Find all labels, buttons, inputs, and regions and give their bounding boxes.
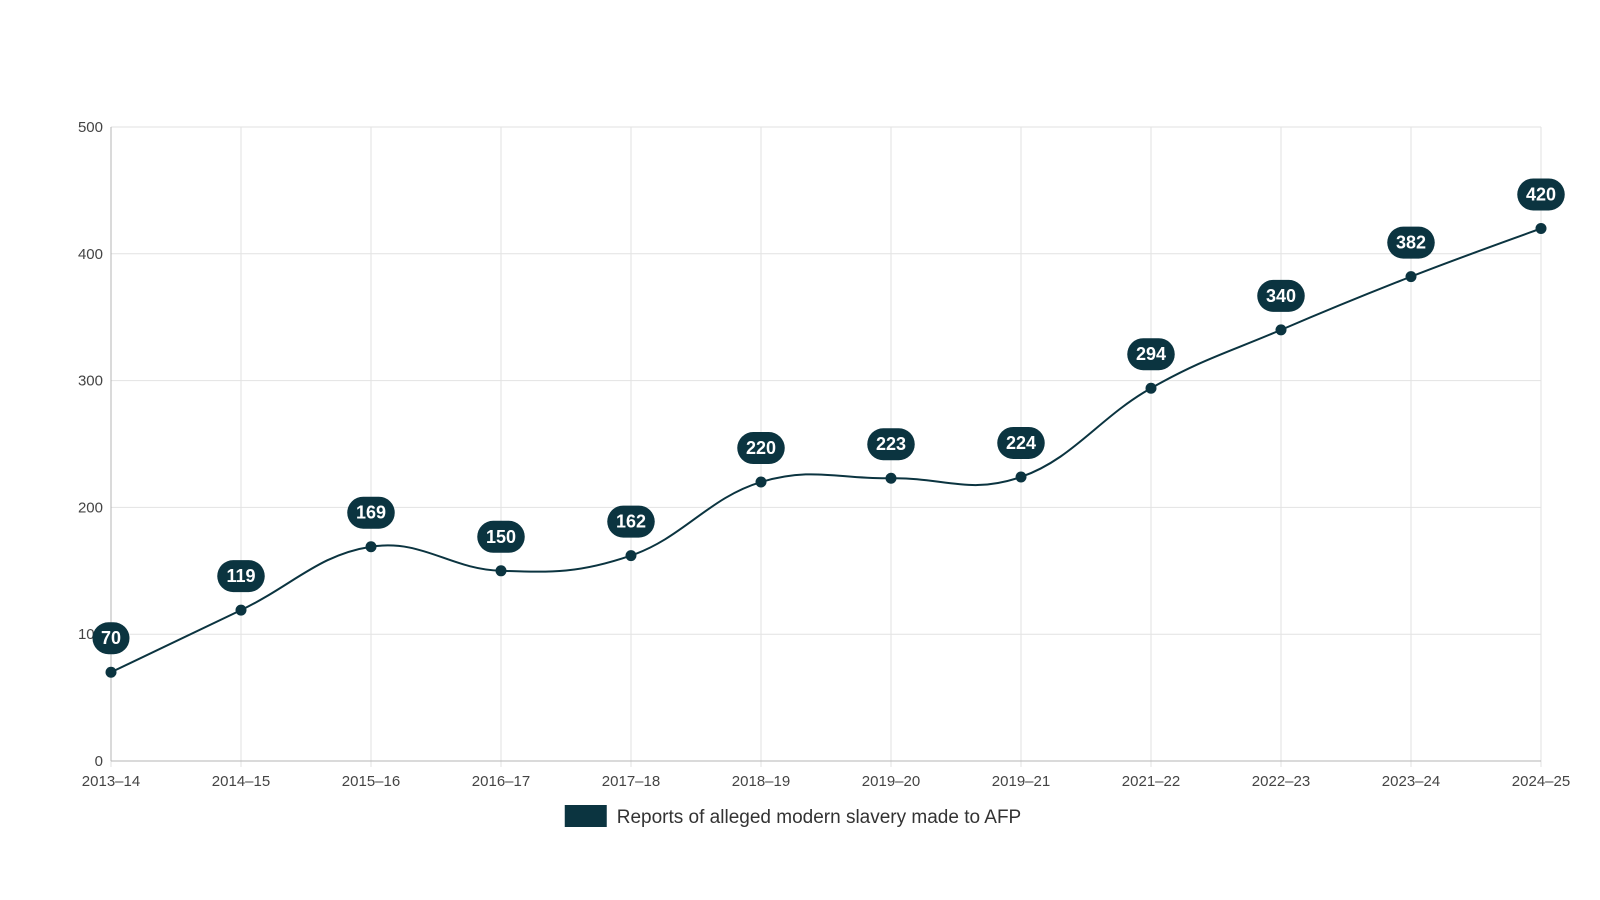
data-label-text: 382 — [1396, 233, 1426, 253]
x-tick-label: 2024–25 — [1512, 773, 1570, 790]
data-point[interactable] — [105, 666, 117, 678]
data-point[interactable] — [1275, 324, 1287, 336]
data-label-badge — [1257, 279, 1305, 312]
data-label-badge — [867, 428, 915, 461]
x-tick-label: 2018–19 — [732, 773, 790, 790]
data-label-text: 420 — [1526, 184, 1556, 204]
y-tick-label: 500 — [78, 119, 103, 136]
x-tick-label: 2016–17 — [472, 773, 530, 790]
x-tick-label: 2019–20 — [862, 773, 920, 790]
x-tick-label: 2019–21 — [992, 773, 1050, 790]
legend-item[interactable]: Reports of alleged modern slavery made t… — [564, 805, 1021, 828]
legend[interactable]: Reports of alleged modern slavery made t… — [564, 805, 1021, 828]
legend-label: Reports of alleged modern slavery made t… — [617, 807, 1021, 828]
y-tick-label: 0 — [95, 753, 103, 770]
data-label-badge — [997, 426, 1045, 459]
data-point[interactable] — [885, 472, 897, 484]
data-label: 162 — [607, 505, 655, 538]
data-label: 224 — [997, 426, 1045, 459]
y-tick-label: 300 — [78, 373, 103, 390]
x-tick-label: 2014–15 — [212, 773, 270, 790]
x-tick-label: 2013–14 — [82, 773, 140, 790]
data-points — [105, 222, 1547, 678]
series-lines — [110, 227, 1542, 674]
data-label: 340 — [1257, 279, 1305, 312]
data-label-text: 150 — [486, 527, 516, 547]
data-label-text: 340 — [1266, 286, 1296, 306]
x-tick-label: 2017–18 — [602, 773, 660, 790]
y-tick-label: 200 — [78, 499, 103, 516]
data-label: 70 — [92, 622, 130, 655]
grid-lines — [110, 126, 1542, 767]
data-label-text: 162 — [616, 512, 646, 532]
data-label-text: 70 — [101, 628, 121, 648]
data-label: 294 — [1127, 338, 1175, 371]
data-label: 220 — [737, 432, 785, 465]
y-tick-label: 400 — [78, 246, 103, 263]
data-label-badge — [347, 496, 395, 529]
data-point[interactable] — [235, 604, 247, 616]
data-label: 420 — [1517, 178, 1565, 211]
x-tick-label: 2021–22 — [1122, 773, 1180, 790]
data-point[interactable] — [365, 541, 377, 553]
data-label-badge — [607, 505, 655, 538]
data-label-text: 169 — [356, 503, 386, 523]
data-label-text: 294 — [1136, 344, 1166, 364]
data-label-badge — [217, 560, 265, 593]
x-tick-label: 2022–23 — [1252, 773, 1310, 790]
data-label-badge — [1127, 338, 1175, 371]
data-point[interactable] — [1015, 471, 1027, 483]
data-labels: 70 119 169 150 162 220 223 224 294 340 382 420 — [92, 178, 1565, 655]
data-point[interactable] — [1145, 382, 1157, 394]
data-label: 169 — [347, 496, 395, 529]
x-tick-label: 2023–24 — [1382, 773, 1440, 790]
data-label-badge — [1517, 178, 1565, 211]
data-label-badge — [737, 432, 785, 465]
data-label: 119 — [217, 560, 265, 593]
data-point[interactable] — [755, 476, 767, 488]
data-point[interactable] — [1535, 222, 1547, 234]
data-label-text: 223 — [876, 434, 906, 454]
data-point[interactable] — [1405, 271, 1417, 283]
data-label-badge — [1387, 226, 1435, 259]
x-tick-label: 2015–16 — [342, 773, 400, 790]
data-label-text: 220 — [746, 438, 776, 458]
data-point[interactable] — [625, 550, 637, 562]
data-label-badge — [92, 622, 130, 655]
data-label-text: 119 — [226, 566, 255, 586]
data-label: 382 — [1387, 226, 1435, 259]
legend-swatch — [564, 805, 607, 827]
data-label: 223 — [867, 428, 915, 461]
data-label-badge — [477, 520, 525, 553]
data-label-text: 224 — [1006, 433, 1036, 453]
series-line — [110, 227, 1542, 674]
data-point[interactable] — [495, 565, 507, 577]
data-label: 150 — [477, 520, 525, 553]
